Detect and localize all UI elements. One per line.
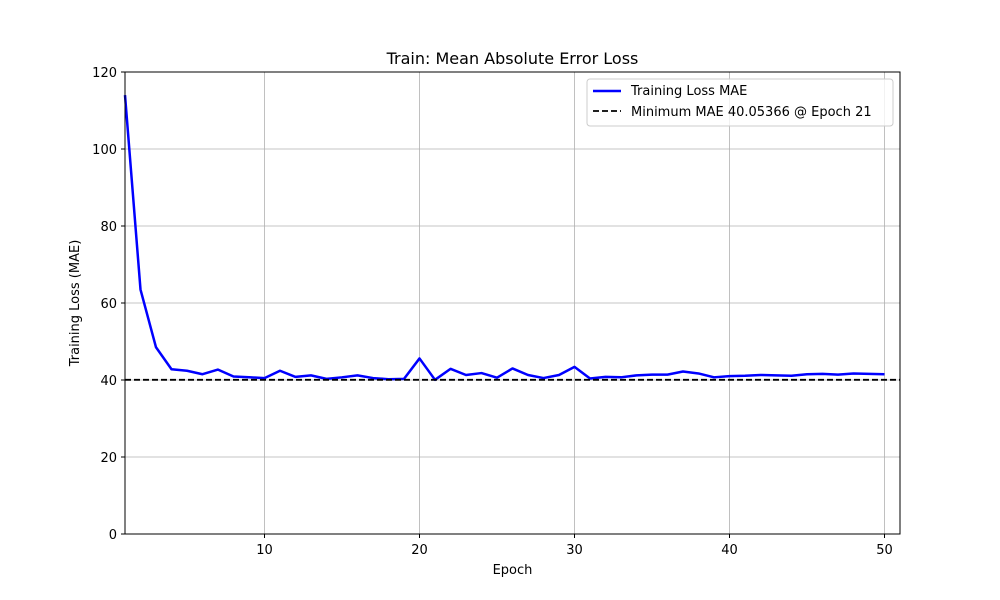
y-tick-label: 60	[100, 297, 117, 312]
y-tick-label: 40	[100, 374, 117, 389]
y-tick-label: 120	[92, 66, 117, 81]
plot-frame	[124, 71, 901, 535]
y-tick-label: 100	[92, 143, 117, 158]
x-axis-ticks: 10 20 30 40 50	[256, 534, 893, 558]
y-axis-ticks: 0 20 40 60 80 100 120	[92, 66, 125, 543]
x-tick-label: 40	[721, 543, 738, 558]
y-tick-label: 0	[109, 528, 117, 543]
x-axis-label: Epoch	[493, 563, 533, 578]
y-tick-label: 20	[100, 451, 117, 466]
y-axis-label: Training Loss (MAE)	[68, 240, 83, 368]
legend-box	[586, 78, 894, 127]
legend: Training Loss MAE Minimum MAE 40.05366 @…	[586, 78, 894, 127]
x-tick-label: 10	[256, 543, 273, 558]
chart-title: Train: Mean Absolute Error Loss	[386, 49, 639, 68]
series-layer	[123, 95, 900, 382]
training-loss-line	[123, 95, 885, 382]
x-tick-label: 20	[411, 543, 428, 558]
x-tick-label: 50	[876, 543, 893, 558]
legend-label-minimum-mae: Minimum MAE 40.05366 @ Epoch 21	[631, 105, 872, 120]
y-tick-label: 80	[100, 220, 117, 235]
legend-label-training-loss: Training Loss MAE	[630, 84, 747, 99]
x-tick-label: 30	[566, 543, 583, 558]
